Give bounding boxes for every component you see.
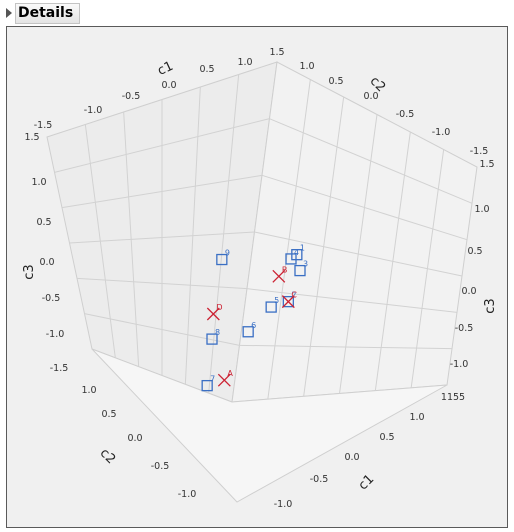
marker-square-3 bbox=[294, 264, 306, 277]
tick-label: 0.5 bbox=[467, 246, 482, 257]
marker-x-C-b bbox=[281, 295, 295, 309]
point-label-6: 6 bbox=[251, 321, 256, 330]
marker-square-4 bbox=[285, 253, 297, 265]
point-label-8: 8 bbox=[215, 328, 220, 337]
point-label-1: 1 bbox=[300, 244, 305, 253]
marker-x-A-b bbox=[217, 373, 231, 387]
tick-label: 1.5 bbox=[24, 132, 39, 143]
marker-square-7 bbox=[201, 379, 213, 392]
marker-x-D-b bbox=[206, 307, 220, 321]
tick-label: -1.0 bbox=[274, 499, 293, 510]
point-label-B: B bbox=[282, 265, 288, 274]
disclosure-triangle-icon[interactable] bbox=[6, 8, 12, 18]
tick-label: 1.0 bbox=[299, 61, 314, 72]
point-label-4: 4 bbox=[294, 248, 299, 257]
tick-label: 0.0 bbox=[39, 257, 54, 268]
point-label-5: 5 bbox=[274, 296, 279, 305]
tick-label: 1.0 bbox=[409, 412, 424, 423]
tick-label: 0.0 bbox=[363, 91, 378, 102]
tick-label: -1.0 bbox=[46, 329, 65, 340]
tick-label: 1.5 bbox=[269, 47, 284, 58]
point-label-7: 7 bbox=[210, 375, 215, 384]
tick-label: 1.5 bbox=[479, 159, 494, 170]
scatterplot-3d[interactable]: 1.0 0.5 0.0 -0.5 -1.0 -1.5 1.0 0.5 0.0 -0.5 -1.0 -1… bbox=[7, 27, 507, 527]
axis-label-c1-bottom: c1 bbox=[356, 472, 378, 494]
tick-label: -0.5 bbox=[455, 323, 474, 334]
tick-label: 1.0 bbox=[474, 204, 489, 215]
point-label-A: A bbox=[227, 369, 233, 378]
tick-label: -1.5 bbox=[50, 363, 69, 374]
tick-label: 0.0 bbox=[461, 286, 476, 297]
grid-line bbox=[54, 118, 270, 173]
tick-label: 1.0 bbox=[81, 385, 96, 396]
tick-label: -0.5 bbox=[42, 293, 61, 304]
tick-label: 0.5 bbox=[101, 409, 116, 420]
tick-label: 0.5 bbox=[379, 432, 394, 443]
point-label-C: C bbox=[291, 291, 297, 300]
marker-square-6 bbox=[242, 326, 254, 338]
tick-label: -0.5 bbox=[122, 91, 141, 102]
point-label-D: D bbox=[216, 303, 222, 312]
tick-label: -0.5 bbox=[151, 461, 170, 472]
tick-label: -1.0 bbox=[432, 127, 451, 138]
tick-label: 1155 bbox=[441, 392, 465, 403]
tick-label: -0.5 bbox=[310, 474, 329, 485]
point-label-2: 2 bbox=[291, 291, 296, 300]
axis-label-c3: c3 bbox=[22, 264, 37, 279]
details-header[interactable]: Details bbox=[6, 2, 81, 24]
axis-label-c1: c1 bbox=[155, 59, 175, 79]
tick-label: 1.0 bbox=[237, 57, 252, 68]
details-title[interactable]: Details bbox=[15, 2, 81, 24]
tick-label: 0.0 bbox=[127, 433, 142, 444]
data-points: 9 8 7 6 5 43 2 1 D A C B bbox=[201, 244, 308, 392]
tick-label: 0.5 bbox=[328, 76, 343, 87]
tick-label: 1.0 bbox=[31, 177, 46, 188]
tick-labels: 1.0 0.5 0.0 -0.5 -1.0 -1.5 1.0 0.5 0.0 -0.5 -1.0 -1… bbox=[24, 47, 494, 510]
tick-label: -1.0 bbox=[178, 489, 197, 500]
point-label-3: 3 bbox=[303, 260, 308, 269]
marker-x-B-b bbox=[272, 269, 286, 283]
axis-label-c2-bottom: c2 bbox=[97, 446, 119, 468]
marker-square-8 bbox=[206, 333, 218, 345]
axis-label-c3-right: c3 bbox=[483, 298, 498, 313]
tick-label: 0.0 bbox=[344, 452, 359, 463]
plot-gridlines bbox=[54, 74, 473, 400]
grid-line bbox=[269, 118, 473, 204]
marker-square-1 bbox=[291, 249, 303, 261]
scatterplot-3d-frame[interactable]: 1.0 0.5 0.0 -0.5 -1.0 -1.5 1.0 0.5 0.0 -0.5 -1.0 -1… bbox=[6, 26, 508, 528]
marker-square-5 bbox=[265, 301, 277, 313]
tick-label: -1.0 bbox=[450, 359, 469, 370]
marker-square-9 bbox=[216, 253, 228, 266]
tick-label: 0.0 bbox=[161, 80, 176, 91]
tick-label: -1.5 bbox=[34, 120, 53, 131]
tick-label: -0.5 bbox=[396, 109, 415, 120]
tick-label: 0.5 bbox=[199, 64, 214, 75]
plot-walls bbox=[46, 61, 478, 503]
tick-label: 0.5 bbox=[36, 217, 51, 228]
tick-label: -1.5 bbox=[470, 146, 489, 157]
marker-square-2 bbox=[282, 295, 294, 308]
point-label-9: 9 bbox=[225, 249, 230, 258]
tick-label: -1.0 bbox=[84, 105, 103, 116]
